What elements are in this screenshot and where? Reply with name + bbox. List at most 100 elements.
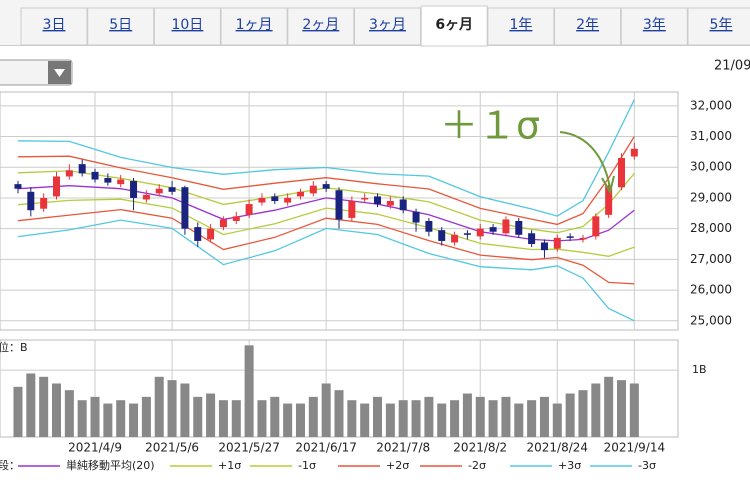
volume-bar — [257, 400, 267, 437]
tab-box[interactable] — [420, 5, 488, 47]
candle-body — [181, 187, 189, 229]
tab[interactable]: 3日 — [20, 7, 88, 46]
legend-label: -3σ — [638, 459, 656, 472]
volume-unit-label: 位：B — [0, 340, 28, 354]
volume-bar — [360, 403, 370, 437]
volume-bar — [77, 400, 87, 437]
volume-bar — [334, 390, 344, 437]
candle-body — [605, 185, 613, 215]
volume-bar — [295, 403, 305, 437]
y-tick-label: 29,000 — [690, 190, 732, 204]
y-tick-label: 30,000 — [690, 160, 732, 174]
tab-label[interactable]: 1ヶ月 — [236, 17, 273, 33]
tab[interactable]: 2年 — [554, 7, 622, 46]
volume-bar — [552, 403, 562, 437]
dropdown-arrow — [54, 69, 65, 77]
band-line — [17, 208, 635, 285]
tab-box[interactable] — [287, 7, 355, 46]
candle-body — [155, 188, 163, 194]
candle-body — [142, 194, 150, 200]
candle-body — [309, 185, 317, 194]
volume-bar — [385, 403, 395, 437]
tab-box[interactable] — [153, 7, 221, 46]
volume-bar — [347, 400, 357, 437]
volume-bar — [450, 400, 460, 437]
candle-body — [618, 158, 625, 188]
candle-body — [553, 237, 561, 249]
candle-body — [438, 230, 446, 241]
legend-prefix: 段： — [0, 458, 20, 472]
tab[interactable]: 5年 — [687, 7, 750, 46]
candle-body — [374, 196, 382, 205]
volume-bar — [437, 403, 447, 437]
y-tick-label: 25,000 — [690, 313, 732, 327]
x-tick-label: 2021/5/27 — [218, 441, 280, 455]
candle-body — [117, 179, 125, 185]
candle-body — [451, 234, 459, 243]
tab-box[interactable] — [220, 7, 288, 46]
candle-body — [528, 233, 536, 245]
tab-box[interactable] — [487, 7, 555, 46]
volume-bar — [514, 403, 524, 437]
date-label: 21/09 — [714, 59, 750, 74]
volume-bar — [565, 393, 575, 437]
tab[interactable]: 10日 — [153, 7, 221, 46]
tab-label[interactable]: 3年 — [643, 17, 666, 33]
band-line — [17, 136, 635, 226]
candle-body — [322, 184, 330, 189]
tab[interactable]: 3年 — [620, 7, 688, 46]
volume-bar — [578, 390, 588, 437]
annotation-arrow — [559, 131, 611, 189]
tab[interactable]: 3ヶ月 — [354, 7, 421, 46]
volume-bar — [154, 376, 164, 437]
candle-body — [296, 191, 304, 197]
tab[interactable]: 1ヶ月 — [220, 7, 288, 46]
tab-label[interactable]: 3日 — [43, 17, 66, 33]
volume-bar — [629, 383, 639, 437]
candle-body — [348, 201, 356, 218]
x-tick-label: 2021/6/17 — [295, 441, 357, 455]
tab[interactable]: 2ヶ月 — [287, 7, 355, 46]
y-tick-label: 32,000 — [690, 98, 732, 112]
band-line — [17, 99, 635, 217]
tab-label[interactable]: 5日 — [109, 17, 132, 33]
tab-box[interactable] — [620, 7, 688, 46]
tab-label[interactable]: 6ヶ月 — [435, 17, 473, 33]
tab-label[interactable]: 3ヶ月 — [369, 17, 406, 33]
candle-body — [65, 170, 73, 177]
tab-label[interactable]: 2年 — [576, 17, 599, 33]
tab-box[interactable] — [87, 7, 155, 46]
volume-bar — [231, 400, 241, 437]
candle-body — [130, 181, 138, 198]
tab-box[interactable] — [687, 7, 750, 46]
x-tick-label: 2021/5/6 — [145, 441, 199, 455]
tab-box[interactable] — [354, 7, 421, 46]
tab[interactable]: 1年 — [487, 7, 555, 46]
volume-bar — [167, 380, 177, 437]
volume-bar — [180, 383, 190, 437]
candle-body — [399, 199, 407, 211]
candle-body — [592, 216, 600, 237]
volume-bar — [116, 400, 126, 437]
candle-body — [104, 177, 112, 183]
tab-label[interactable]: 10日 — [171, 17, 203, 33]
volume-bar — [244, 345, 254, 437]
annotation: ＋１σ — [440, 104, 540, 148]
candle-body — [630, 148, 638, 157]
y-tick-label: 31,000 — [690, 129, 732, 143]
tab[interactable]: 6ヶ月 — [420, 5, 488, 47]
tab-label[interactable]: 5年 — [710, 17, 733, 33]
tab-label[interactable]: 1年 — [509, 17, 532, 33]
volume-bar — [462, 393, 472, 437]
candle-body — [168, 187, 176, 192]
x-tick-label: 2021/7/8 — [376, 441, 430, 455]
tab-box[interactable] — [554, 7, 622, 46]
volume-bar — [129, 403, 139, 437]
tab[interactable]: 5日 — [87, 7, 155, 46]
tab-box[interactable] — [20, 7, 88, 46]
candle-body — [463, 233, 471, 235]
volume-bar — [604, 376, 614, 437]
tab-label[interactable]: 2ヶ月 — [302, 17, 339, 33]
